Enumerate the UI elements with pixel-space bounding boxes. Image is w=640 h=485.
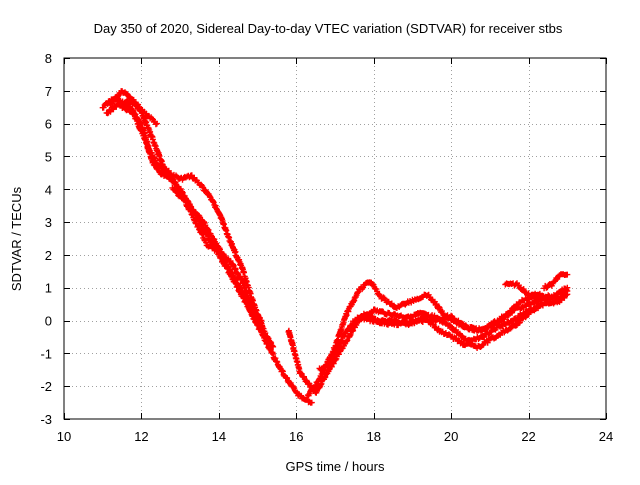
y-tick-label: 5: [45, 149, 52, 164]
x-tick-label: 20: [444, 429, 458, 444]
series-markers: [541, 271, 571, 292]
y-tick-label: 1: [45, 281, 52, 296]
series-1: [99, 95, 315, 406]
x-tick-label: 12: [134, 429, 148, 444]
x-tick-label: 14: [212, 429, 226, 444]
x-tick-label: 10: [57, 429, 71, 444]
series-11: [541, 271, 571, 292]
y-tick-label: 4: [45, 182, 52, 197]
series-markers: [99, 95, 315, 406]
series-markers: [169, 184, 265, 334]
grid-lines: [64, 58, 606, 419]
y-tick-label: 2: [45, 248, 52, 263]
series-markers: [502, 280, 544, 304]
y-tick-label: 7: [45, 84, 52, 99]
y-tick-label: -3: [40, 412, 52, 427]
x-axis-label: GPS time / hours: [286, 459, 385, 474]
y-tick-label: 0: [45, 314, 52, 329]
series-markers: [355, 287, 571, 334]
y-tick-label: -1: [40, 346, 52, 361]
x-tick-label: 18: [366, 429, 380, 444]
x-tick-label: 22: [521, 429, 535, 444]
x-tick-label: 24: [599, 429, 613, 444]
series-4: [122, 97, 160, 128]
y-tick-label: 3: [45, 215, 52, 230]
series-5: [169, 184, 265, 334]
series-markers: [122, 97, 160, 128]
data-series: [99, 88, 571, 406]
x-tick-label: 16: [289, 429, 303, 444]
series-10: [502, 280, 544, 304]
y-tick-label: 8: [45, 51, 52, 66]
chart-title: Day 350 of 2020, Sidereal Day-to-day VTE…: [94, 21, 563, 36]
plot-area-frame: [63, 57, 607, 420]
y-axis-label: SDTVAR / TECUs: [9, 186, 24, 291]
y-tick-label: 6: [45, 117, 52, 132]
series-9: [355, 287, 571, 334]
y-tick-label: -2: [40, 379, 52, 394]
series-markers: [103, 100, 265, 324]
series-2: [103, 100, 265, 324]
